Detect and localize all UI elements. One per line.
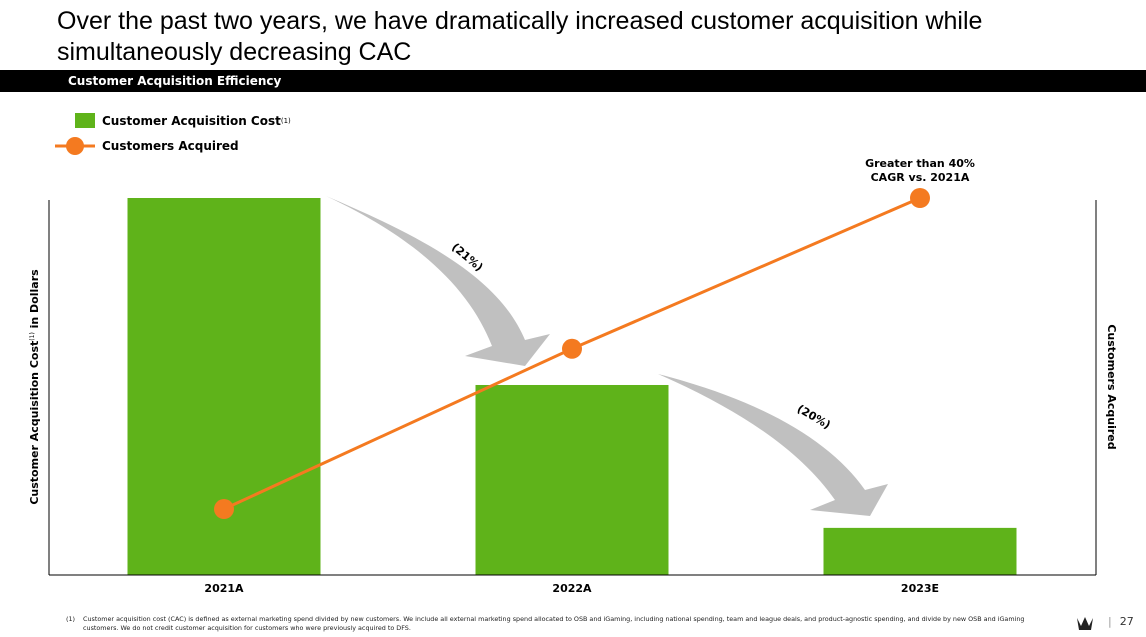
- change-label-2023: (20%): [795, 402, 833, 431]
- cagr-label-2: CAGR vs. 2021A: [871, 171, 970, 184]
- y-axis-label-main: Customer Acquisition Cost: [28, 341, 41, 505]
- footnote-text: Customer acquisition cost (CAC) is defin…: [83, 615, 1025, 632]
- y-axis-label: Customer Acquisition Cost(1) in Dollars: [28, 269, 41, 505]
- page-number-text: 27: [1119, 615, 1134, 628]
- legend-line-swatch: [55, 136, 95, 155]
- page-title: Over the past two years, we have dramati…: [57, 7, 983, 66]
- line-point-2023E: [910, 188, 930, 208]
- legend-label-customers: Customers Acquired: [102, 138, 239, 153]
- section-header-text: Customer Acquisition Efficiency: [68, 74, 282, 88]
- legend-sup: (1): [280, 116, 291, 125]
- legend-item-cac: Customer Acquisition Cost (1): [50, 108, 291, 133]
- line-point-2021A: [214, 499, 234, 520]
- customers-line: [223, 196, 921, 511]
- crown-logo-icon: [1077, 617, 1093, 630]
- footnote-marker: (1): [66, 615, 76, 623]
- section-header: Customer Acquisition Efficiency: [0, 70, 1146, 92]
- bar-2023E: [823, 527, 1017, 575]
- page-divider: |: [1108, 615, 1112, 628]
- x-tick-label: 2022A: [552, 582, 592, 595]
- x-tick-label: 2021A: [204, 582, 244, 595]
- cagr-label-1: Greater than 40%: [865, 157, 975, 170]
- change-label-2022: (21%): [449, 241, 485, 274]
- bar-2022A: [475, 384, 669, 575]
- y-axis-label-suffix: in Dollars: [28, 269, 41, 332]
- line-point-2022A: [562, 338, 582, 359]
- y2-axis-label: Customers Acquired: [1105, 324, 1118, 449]
- change-arrow-2022: [326, 196, 550, 366]
- legend-bar-swatch: [75, 113, 95, 128]
- bar-2021A: [127, 198, 321, 575]
- x-tick-label: 2023E: [901, 582, 939, 595]
- footnote: (1) Customer acquisition cost (CAC) is d…: [66, 615, 1046, 633]
- change-arrow-2023: [658, 374, 888, 516]
- legend-label-cac: Customer Acquisition Cost: [102, 113, 281, 128]
- chart-legend: Customer Acquisition Cost (1) Customers A…: [50, 108, 291, 158]
- page-number: | 27: [1108, 615, 1134, 628]
- legend-item-customers: Customers Acquired: [50, 133, 291, 158]
- y-axis-label-sup: (1): [29, 332, 36, 341]
